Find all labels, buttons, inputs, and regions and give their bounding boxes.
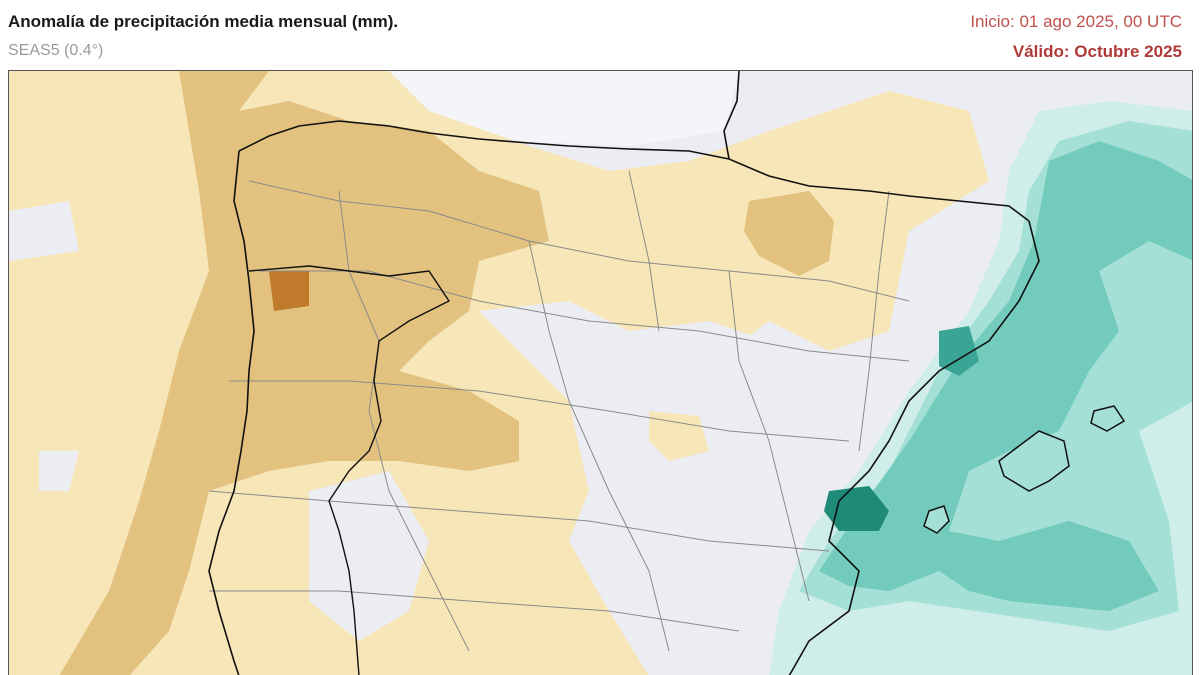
map-title: Anomalía de precipitación media mensual … <box>8 12 399 31</box>
dry-light-patch-center <box>649 411 709 461</box>
valid-period: Válido: Octubre 2025 <box>1012 42 1182 61</box>
menorca <box>1090 405 1126 432</box>
init-time: Inicio: 01 ago 2025, 00 UTC <box>970 12 1182 31</box>
wet-strong-patch-north <box>939 326 979 376</box>
province-borders <box>208 170 910 652</box>
header: Anomalía de precipitación media mensual … <box>0 0 1200 70</box>
dry-extreme-patch <box>269 271 309 311</box>
ibiza <box>923 505 950 534</box>
normal-atlantic-patch <box>9 201 79 261</box>
wet-medium-area <box>819 141 1192 611</box>
mallorca <box>998 430 1070 492</box>
sea-biscay <box>389 71 739 146</box>
normal-atlantic-patch-2 <box>39 451 79 491</box>
dry-medium-northwest <box>59 71 549 675</box>
coastline <box>208 71 1040 675</box>
wet-anomaly-layer <box>769 101 1192 675</box>
wet-extreme-patch-valencia <box>824 486 889 531</box>
precipitation-anomaly-map <box>8 70 1193 675</box>
dry-medium-north <box>744 191 834 276</box>
balearic-islands <box>923 405 1126 534</box>
model-label: SEAS5 (0.4°) <box>8 42 104 59</box>
normal-area-center <box>479 301 809 631</box>
map-canvas <box>9 71 1192 675</box>
dry-anomaly-layer <box>9 71 989 675</box>
normal-area-southwest <box>309 471 429 641</box>
